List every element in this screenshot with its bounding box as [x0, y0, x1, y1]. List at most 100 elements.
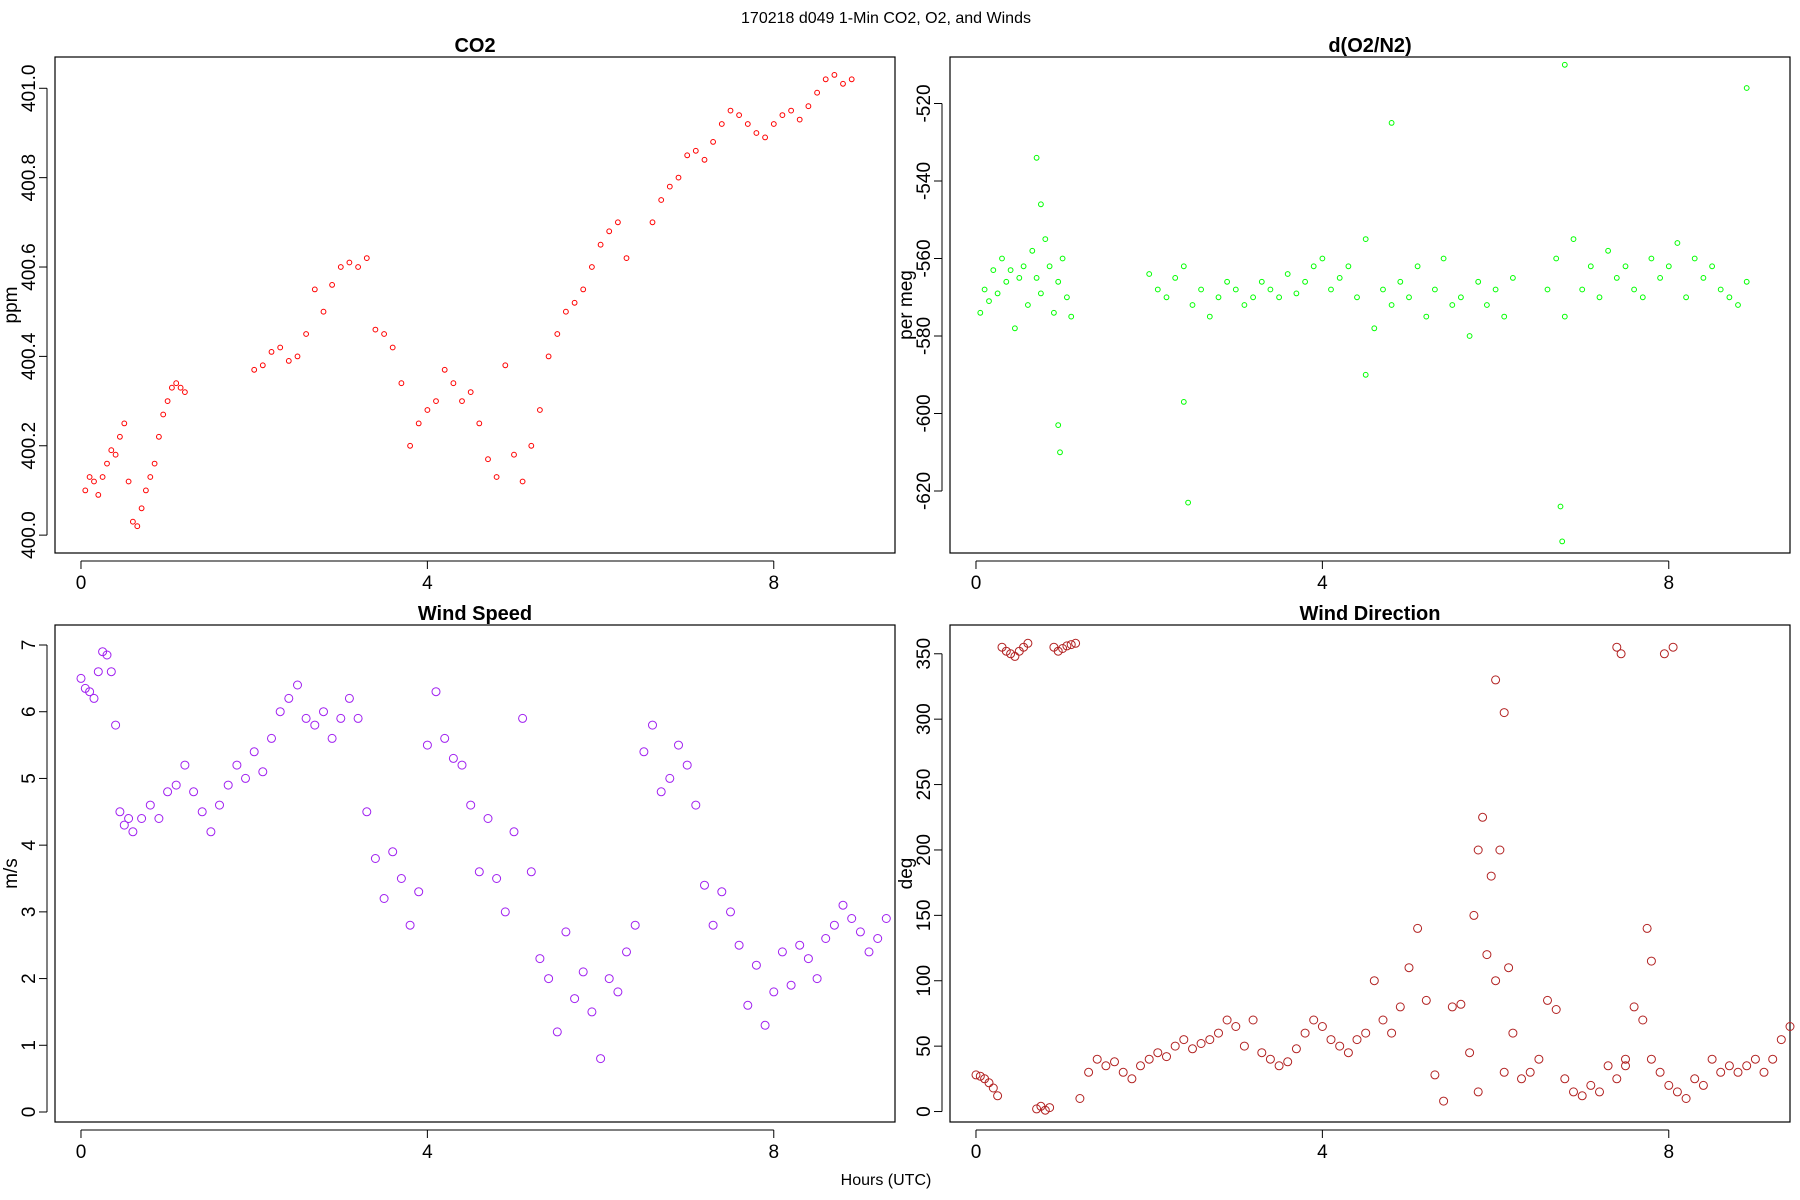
wind-direction-title: Wind Direction [1300, 603, 1441, 625]
wind-speed-data-point [327, 733, 337, 743]
wind-speed-x-tick-label: 4 [422, 1142, 433, 1163]
o2n2-data-point [1709, 263, 1715, 270]
wind-speed-data-point [284, 693, 294, 703]
co2-data-point [251, 366, 258, 373]
wind-speed-data-point [336, 713, 346, 723]
wind-direction-data-point [1707, 1054, 1717, 1064]
wind-direction-data-point [1378, 1015, 1388, 1025]
wind-speed-data-point [855, 927, 865, 937]
o2n2-data-point [1302, 278, 1308, 285]
wind-direction-data-point [1478, 812, 1488, 822]
wind-speed-data-point [864, 947, 874, 957]
figure-title: 170218 d049 1-Min CO2, O2, and Winds [741, 10, 1031, 27]
o2n2-data-point [1440, 255, 1447, 262]
wind-speed-data-point [881, 914, 891, 923]
co2-data-point [415, 420, 422, 427]
wind-direction-data-point [1317, 1022, 1327, 1031]
wind-speed-data-point [734, 940, 744, 950]
co2-data-point [381, 331, 388, 337]
wind-speed-data-point [206, 827, 216, 837]
o2n2-data-point [1064, 294, 1070, 301]
o2n2-data-point [1046, 263, 1053, 270]
o2n2-y-tick-label: -540 [914, 162, 935, 200]
wind-speed-title: Wind Speed [418, 603, 532, 625]
wind-direction-series-0 [971, 638, 1795, 1115]
wind-direction-data-point [1504, 963, 1514, 973]
co2-data-point [160, 411, 167, 418]
co2-data-point [692, 147, 699, 154]
co2-data-point [125, 478, 132, 485]
wind-speed-data-point [223, 780, 233, 790]
wind-speed-data-point [106, 667, 116, 677]
wind-speed-data-point [795, 940, 805, 950]
wind-direction-y-tick-label: 250 [914, 769, 935, 801]
wind-speed-data-point [258, 767, 268, 777]
co2-data-point [589, 264, 595, 270]
wind-direction-x-tick-label: 4 [1317, 1142, 1328, 1163]
wind-direction-data-point [1101, 1061, 1111, 1071]
co2-data-point [389, 344, 396, 351]
wind-direction-data-point [1495, 845, 1505, 855]
o2n2-data-point [1397, 278, 1404, 285]
co2-data-point [91, 478, 97, 485]
o2n2-data-point [999, 255, 1005, 262]
co2-x-tick-label: 4 [422, 573, 433, 594]
wind-direction-data-point [1698, 1080, 1708, 1090]
wind-direction-data-point [1045, 1103, 1055, 1113]
o2n2-data-point [1215, 294, 1222, 301]
co2-data-point [701, 156, 708, 163]
co2-data-point [580, 286, 587, 293]
wind-direction-data-point [1759, 1067, 1769, 1077]
co2-data-point [528, 442, 535, 449]
co2-data-point [82, 487, 89, 494]
wind-speed-data-point [154, 814, 164, 823]
wind-speed-y-tick-label: 5 [19, 773, 40, 784]
co2-data-point [285, 358, 292, 364]
wind-direction-data-point [1776, 1035, 1786, 1045]
o2n2-data-point [1038, 201, 1044, 208]
wind-direction-data-point [1239, 1041, 1249, 1051]
wind-direction-data-point [1205, 1035, 1215, 1045]
wind-speed-data-point [163, 787, 173, 797]
co2-y-tick-label: 400.6 [19, 243, 40, 291]
o2n2-data-point [1055, 422, 1062, 429]
wind-direction-data-point [971, 1070, 981, 1080]
co2-data-point [615, 219, 621, 226]
wind-speed-data-point [751, 960, 761, 970]
wind-direction-data-point [1010, 651, 1020, 661]
o2n2-title: d(O2/N2) [1328, 35, 1411, 57]
wind-speed-data-point [431, 687, 441, 697]
wind-direction-data-point [1577, 1091, 1587, 1101]
wind-speed-data-point [388, 847, 398, 857]
wind-direction-data-point [1413, 923, 1423, 933]
co2-data-point [268, 349, 275, 355]
wind-direction-data-point [1534, 1054, 1544, 1064]
wind-direction-data-point [1629, 1002, 1639, 1012]
wind-speed-data-point [838, 900, 848, 910]
wind-speed-data-point [466, 800, 476, 810]
co2-data-point [658, 197, 665, 203]
wind-direction-data-point [1335, 1041, 1345, 1051]
wind-direction-data-point [1612, 642, 1622, 652]
wind-direction-data-point [1439, 1096, 1449, 1106]
wind-direction-data-point [1162, 1052, 1171, 1062]
wind-speed-data-point [604, 974, 614, 984]
co2-data-point [355, 264, 362, 270]
o2n2-data-point [1180, 399, 1187, 405]
wind-direction-data-point [1369, 976, 1379, 986]
wind-speed-data-point [189, 787, 199, 797]
co2-data-point [822, 76, 829, 83]
co2-data-point [649, 219, 656, 226]
wind-speed-data-point [440, 733, 450, 743]
wind-direction-data-point [1733, 1067, 1743, 1077]
wind-speed-data-point [526, 867, 536, 877]
wind-speed-data-point [319, 707, 328, 717]
wind-speed-data-point [760, 1020, 770, 1030]
wind-speed-data-point [561, 927, 571, 937]
o2n2-data-point [1025, 302, 1031, 308]
wind-direction-data-point [1058, 644, 1068, 653]
o2n2-data-point [1020, 263, 1027, 270]
wind-direction-data-point [1473, 845, 1483, 855]
o2n2-data-point [1691, 255, 1698, 262]
co2-data-point [424, 407, 431, 413]
